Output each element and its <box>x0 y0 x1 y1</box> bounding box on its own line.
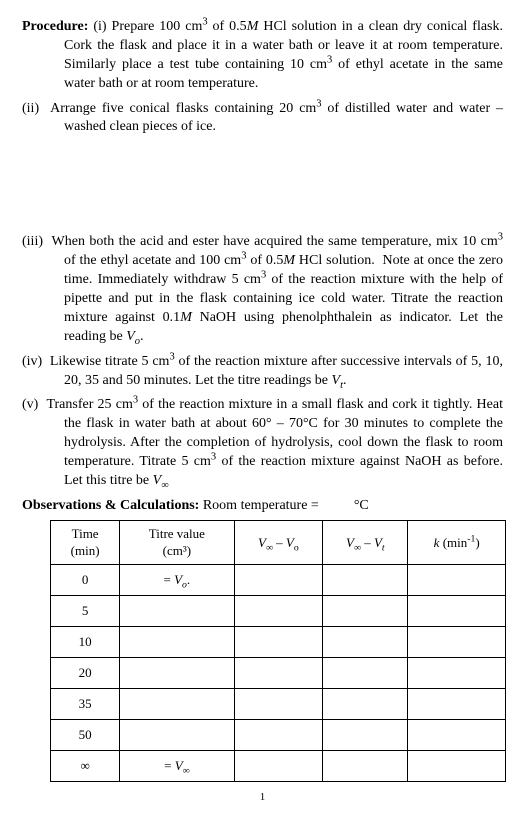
roomtemp-unit: °C <box>354 498 369 513</box>
procedure-item-1: Procedure: (i) Prepare 100 cm3 of 0.5M H… <box>22 18 503 94</box>
table-row: 0 = Vo. <box>51 564 506 595</box>
procedure-num-4: (iv) <box>22 354 42 369</box>
col-k: k (min-1) <box>408 520 506 564</box>
observations-line: Observations & Calculations: Room temper… <box>22 497 503 516</box>
procedure-label: Procedure: <box>22 19 88 34</box>
col-titre: Titre value (cm³) <box>120 520 234 564</box>
table-row: 10 <box>51 626 506 657</box>
procedure-item-2: (ii) Arrange five conical flasks contain… <box>22 100 503 138</box>
procedure-num-1: (i) <box>93 19 106 34</box>
procedure-item-4: (iv) Likewise titrate 5 cm3 of the react… <box>22 353 503 391</box>
table-header-row: Time (min) Titre value (cm³) V∞ – Vo V∞ … <box>51 520 506 564</box>
procedure-item-5: (v) Transfer 25 cm3 of the reaction mixt… <box>22 396 503 490</box>
col-time: Time (min) <box>51 520 120 564</box>
procedure-num-2: (ii) <box>22 101 39 116</box>
col-vinf-v0: V∞ – Vo <box>234 520 323 564</box>
col-vinf-vt: V∞ – Vt <box>323 520 408 564</box>
observations-label: Observations & Calculations: <box>22 498 199 513</box>
roomtemp-text: Room temperature = <box>203 498 319 513</box>
blank-spacer <box>22 143 503 233</box>
procedure-num-5: (v) <box>22 397 38 412</box>
procedure-num-3: (iii) <box>22 234 43 249</box>
table-row: 50 <box>51 719 506 750</box>
data-table: Time (min) Titre value (cm³) V∞ – Vo V∞ … <box>50 520 506 782</box>
table-row: 35 <box>51 688 506 719</box>
page-footer-mark: 1 <box>22 790 503 805</box>
table-row: 5 <box>51 595 506 626</box>
table-row: 20 <box>51 657 506 688</box>
procedure-item-3: (iii) When both the acid and ester have … <box>22 233 503 346</box>
table-row: ∞ = V∞ <box>51 750 506 781</box>
